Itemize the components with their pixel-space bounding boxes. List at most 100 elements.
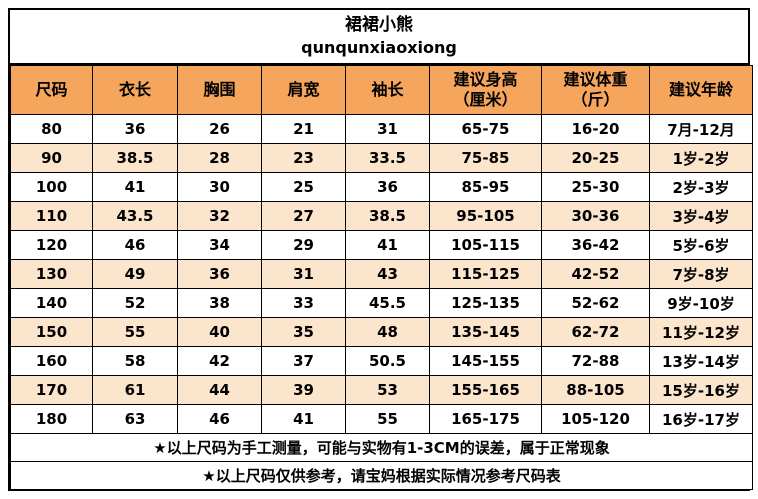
table-cell: 36 — [92, 114, 178, 144]
table-row: 100 41 30 25 36 85-95 25-30 2岁-3岁 — [10, 172, 753, 202]
table-cell: 37 — [261, 346, 346, 376]
note-row: ★以上尺码为手工测量，可能与实物有1-3CM的误差，属于正常现象 — [10, 433, 753, 462]
table-cell: 95-105 — [429, 201, 542, 231]
table-row: 160 58 42 37 50.5 145-155 72-88 13岁-14岁 — [10, 346, 753, 376]
table-cell: 125-135 — [429, 288, 542, 318]
table-cell: 145-155 — [429, 346, 542, 376]
table-cell: 170 — [10, 375, 93, 405]
table-header-cell: 胸围 — [177, 65, 262, 115]
table-footer: ★以上尺码为手工测量，可能与实物有1-3CM的误差，属于正常现象 ★以上尺码仅供… — [10, 433, 753, 490]
table-cell: 3岁-4岁 — [649, 201, 753, 231]
table-cell: 90 — [10, 143, 93, 173]
table-cell: 36-42 — [541, 230, 650, 260]
table-cell: 7岁-8岁 — [649, 259, 753, 289]
table-cell: 34 — [177, 230, 262, 260]
table-cell: 33.5 — [345, 143, 430, 173]
table-cell: 55 — [345, 404, 430, 434]
table-cell: 130 — [10, 259, 93, 289]
table-cell: 165-175 — [429, 404, 542, 434]
table-cell: 85-95 — [429, 172, 542, 202]
table-cell: 63 — [92, 404, 178, 434]
table-header-cell: 衣长 — [92, 65, 178, 115]
table-cell: 62-72 — [541, 317, 650, 347]
table-cell: 55 — [92, 317, 178, 347]
table-cell: 50.5 — [345, 346, 430, 376]
table-cell: 16-20 — [541, 114, 650, 144]
page-subtitle: qunqunxiaoxiong — [301, 38, 457, 57]
table-cell: 160 — [10, 346, 93, 376]
table-cell: 75-85 — [429, 143, 542, 173]
table-cell: 13岁-14岁 — [649, 346, 753, 376]
table-cell: 72-88 — [541, 346, 650, 376]
table-cell: 42-52 — [541, 259, 650, 289]
table-cell: 58 — [92, 346, 178, 376]
table-cell: 135-145 — [429, 317, 542, 347]
table-cell: 32 — [177, 201, 262, 231]
table-cell: 1岁-2岁 — [649, 143, 753, 173]
table-cell: 23 — [261, 143, 346, 173]
table-row: 120 46 34 29 41 105-115 36-42 5岁-6岁 — [10, 230, 753, 260]
table-cell: 45.5 — [345, 288, 430, 318]
table-cell: 5岁-6岁 — [649, 230, 753, 260]
table-cell: 25 — [261, 172, 346, 202]
table-cell: 42 — [177, 346, 262, 376]
table-row: 90 38.5 28 23 33.5 75-85 20-25 1岁-2岁 — [10, 143, 753, 173]
table-cell: 44 — [177, 375, 262, 405]
table-cell: 2岁-3岁 — [649, 172, 753, 202]
table-header-cell: 建议身高 （厘米） — [429, 65, 542, 115]
table-cell: 53 — [345, 375, 430, 405]
table-row: 150 55 40 35 48 135-145 62-72 11岁-12岁 — [10, 317, 753, 347]
table-cell: 38 — [177, 288, 262, 318]
table-cell: 31 — [345, 114, 430, 144]
table-body: 80 36 26 21 31 65-75 16-20 7月-12月 90 38.5 28 23 33.5… — [10, 114, 753, 434]
table-row: 170 61 44 39 53 155-165 88-105 15岁-16岁 — [10, 375, 753, 405]
table-row: 130 49 36 31 43 115-125 42-52 7岁-8岁 — [10, 259, 753, 289]
table-row: 110 43.5 32 27 38.5 95-105 30-36 3岁-4岁 — [10, 201, 753, 231]
note-reference: ★以上尺码仅供参考，请宝妈根据实际情况参考尺码表 — [10, 461, 753, 490]
table-cell: 110 — [10, 201, 93, 231]
table-header-cell: 建议体重 （斤） — [541, 65, 650, 115]
table-cell: 120 — [10, 230, 93, 260]
table-cell: 9岁-10岁 — [649, 288, 753, 318]
page-title: 裙裙小熊 — [345, 15, 413, 35]
table-cell: 65-75 — [429, 114, 542, 144]
table-cell: 88-105 — [541, 375, 650, 405]
table-cell: 43 — [345, 259, 430, 289]
table-cell: 21 — [261, 114, 346, 144]
table-cell: 33 — [261, 288, 346, 318]
table-cell: 26 — [177, 114, 262, 144]
table-cell: 105-120 — [541, 404, 650, 434]
table-cell: 49 — [92, 259, 178, 289]
table-header-cell: 袖长 — [345, 65, 430, 115]
table-cell: 25-30 — [541, 172, 650, 202]
table-cell: 43.5 — [92, 201, 178, 231]
table-cell: 180 — [10, 404, 93, 434]
table-cell: 155-165 — [429, 375, 542, 405]
table-header-cell: 建议年龄 — [649, 65, 753, 115]
table-cell: 29 — [261, 230, 346, 260]
table-cell: 61 — [92, 375, 178, 405]
table-cell: 140 — [10, 288, 93, 318]
table-cell: 41 — [92, 172, 178, 202]
table-cell: 39 — [261, 375, 346, 405]
table-cell: 31 — [261, 259, 346, 289]
note-row: ★以上尺码仅供参考，请宝妈根据实际情况参考尺码表 — [10, 461, 753, 490]
table-row: 140 52 38 33 45.5 125-135 52-62 9岁-10岁 — [10, 288, 753, 318]
table-row: 180 63 46 41 55 165-175 105-120 16岁-17岁 — [10, 404, 753, 434]
table-cell: 41 — [261, 404, 346, 434]
table-cell: 36 — [345, 172, 430, 202]
table-cell: 40 — [177, 317, 262, 347]
table-cell: 41 — [345, 230, 430, 260]
size-chart-sheet: 裙裙小熊 qunqunxiaoxiong 尺码 衣长 胸围 肩宽 袖长 建议身高 （厘米）… — [8, 8, 753, 491]
table-cell: 30-36 — [541, 201, 650, 231]
table-cell: 46 — [92, 230, 178, 260]
table-cell: 52 — [92, 288, 178, 318]
table-cell: 27 — [261, 201, 346, 231]
table-cell: 105-115 — [429, 230, 542, 260]
table-cell: 15岁-16岁 — [649, 375, 753, 405]
table-header-row: 尺码 衣长 胸围 肩宽 袖长 建议身高 （厘米） 建议体重 （斤） 建议年龄 — [10, 65, 753, 115]
table-cell: 150 — [10, 317, 93, 347]
table-cell: 20-25 — [541, 143, 650, 173]
table-header-cell: 尺码 — [10, 65, 93, 115]
